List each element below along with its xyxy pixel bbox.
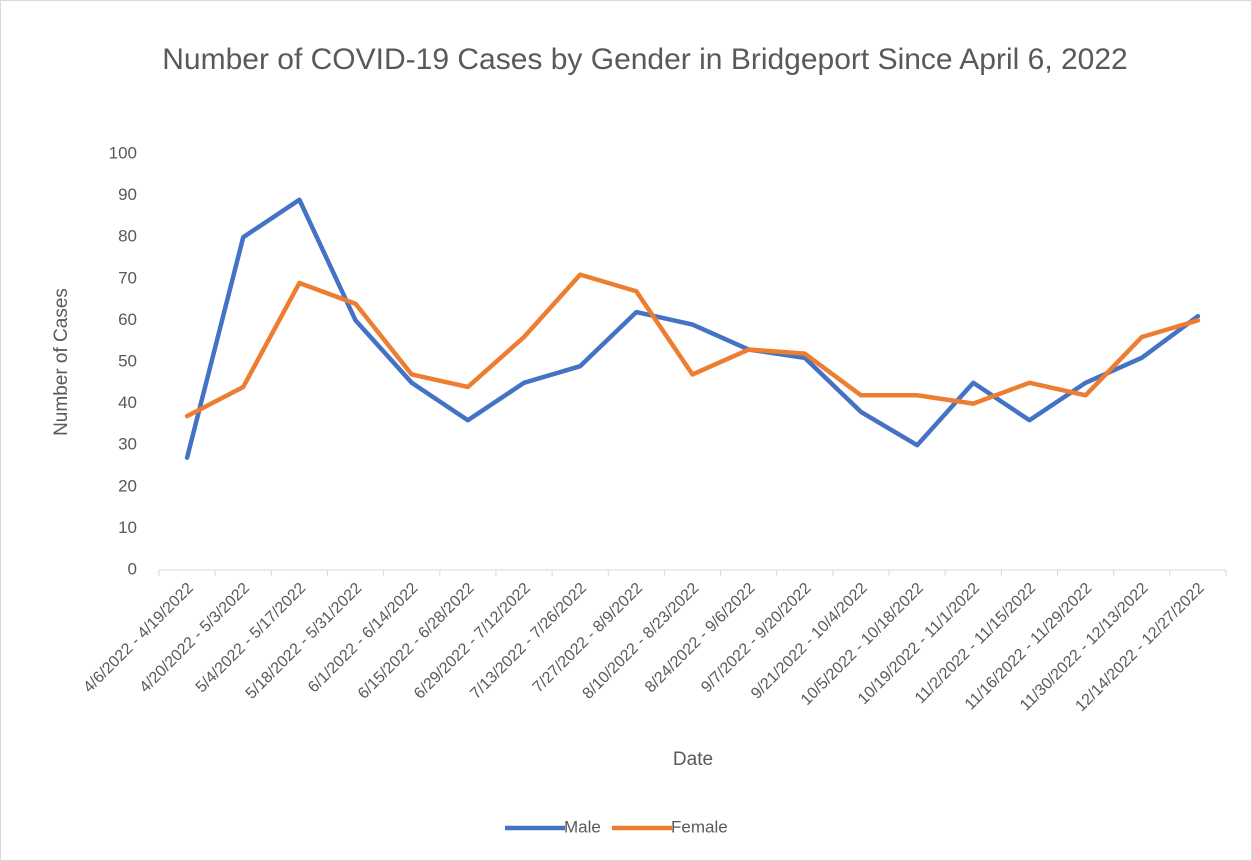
legend-label: Female — [671, 817, 728, 836]
x-tick-label: 4/20/2022 - 5/3/2022 — [137, 580, 254, 697]
x-tick-label: 4/6/2022 - 4/19/2022 — [80, 580, 197, 697]
y-tick-label: 60 — [118, 310, 137, 329]
y-tick-label: 90 — [118, 185, 137, 204]
y-tick-label: 50 — [118, 351, 137, 370]
y-axis-label: Number of Cases — [51, 288, 72, 436]
y-tick-label: 10 — [118, 518, 137, 537]
y-tick-label: 20 — [118, 476, 137, 495]
x-tick-label: 6/1/2022 - 6/14/2022 — [305, 580, 422, 697]
x-tick-label: 9/7/2022 - 9/20/2022 — [698, 580, 815, 697]
y-tick-label: 100 — [109, 143, 137, 162]
x-tick-label: 5/4/2022 - 5/17/2022 — [193, 580, 310, 697]
y-tick-label: 80 — [118, 227, 137, 246]
series-line — [184, 272, 1201, 419]
x-axis-label: Date — [673, 749, 713, 770]
y-tick-label: 40 — [118, 393, 137, 412]
series-line — [184, 197, 1201, 460]
x-tick-label: 8/24/2022 - 9/6/2022 — [642, 580, 759, 697]
legend-label: Male — [564, 817, 601, 836]
y-tick-label: 0 — [128, 559, 137, 578]
y-tick-label: 70 — [118, 268, 137, 287]
y-tick-label: 30 — [118, 435, 137, 454]
x-tick-label: 7/27/2022 - 8/9/2022 — [530, 580, 647, 697]
chart-title: Number of COVID-19 Cases by Gender in Br… — [162, 43, 1128, 76]
